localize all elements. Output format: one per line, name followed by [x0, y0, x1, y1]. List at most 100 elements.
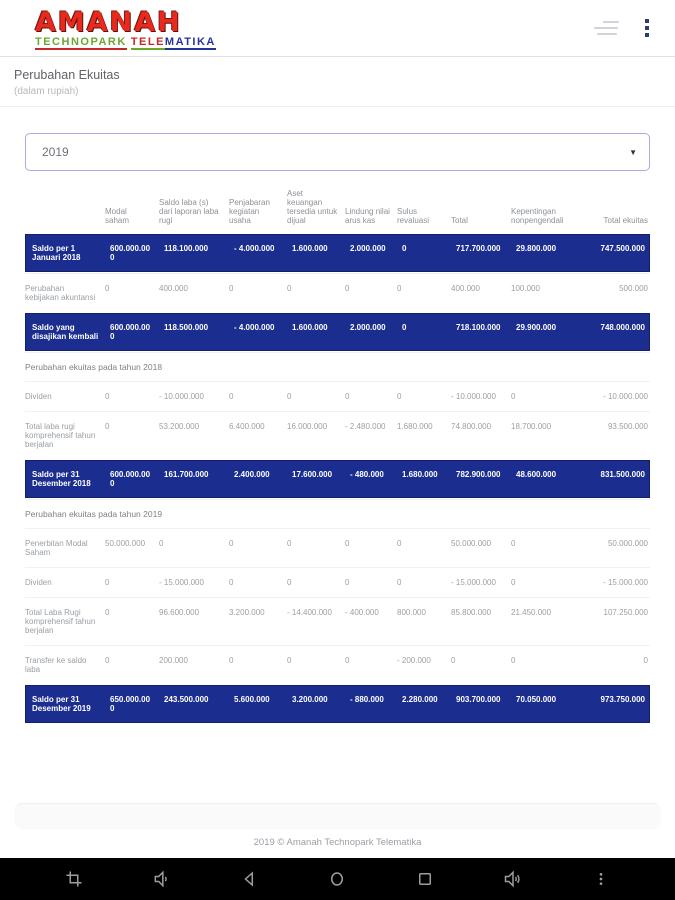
row-value: 0	[229, 578, 234, 587]
logo-matika: MATIKA	[164, 35, 216, 50]
page-subtitle: (dalam rupiah)	[14, 86, 79, 97]
row-value: 0	[159, 539, 164, 548]
row-value: 650.000.000	[110, 695, 151, 713]
row-value: 0	[397, 392, 402, 401]
row-value: 118.500.000	[164, 323, 209, 332]
row-value: 96.600.000	[159, 608, 200, 617]
page-title: Perubahan Ekuitas	[14, 68, 120, 82]
row-value: 107.250.000	[603, 608, 649, 617]
column-header: Saldo laba (s) dari laporan laba rugi	[159, 198, 219, 225]
row-value: 0	[451, 656, 456, 665]
row-value: 500.000	[619, 284, 648, 293]
row-value: 48.600.000	[516, 470, 557, 479]
back-button-icon[interactable]	[230, 864, 270, 894]
table-row: Dividen 0 - 15.000.000 0 0 0 0 - 15.000.000 0 - 1…	[25, 567, 650, 597]
home-button-icon[interactable]	[317, 864, 357, 894]
row-value: 243.500.000	[164, 695, 209, 704]
row-value: 717.700.000	[456, 244, 501, 253]
row-value: 50.000.000	[105, 539, 146, 548]
total-row: Saldo per 1 Januari 2018 600.000.000 118.1…	[25, 234, 650, 272]
row-value: 2.280.000	[402, 695, 438, 704]
row-value: 118.100.000	[164, 244, 209, 253]
row-label: Saldo per 31 Desember 2018	[32, 470, 91, 488]
equity-table: Modal saham Saldo laba (s) dari laporan l…	[25, 183, 650, 723]
row-value: 400.000	[159, 284, 188, 293]
row-value: 0	[511, 578, 516, 587]
row-value: 1.600.000	[292, 323, 328, 332]
table-row: Dividen 0 - 10.000.000 0 0 0 0 - 10.000.000 0 - 1…	[25, 381, 650, 411]
column-header: Penjabaran kegiatan usaha	[229, 198, 270, 225]
row-value: 600.000.000	[110, 470, 151, 488]
total-row: Saldo per 31 Desember 2019 650.000.000 243…	[25, 685, 650, 723]
table-row: Transfer ke saldo laba 0 200.000 0 0 0 - 200.0…	[25, 645, 650, 684]
year-select-value: 2019	[42, 145, 69, 159]
app-bar: AMANAH TECHNOPARK TELEMATIKA	[0, 0, 675, 57]
row-value: 100.000	[511, 284, 540, 293]
row-value: - 200.000	[397, 656, 431, 665]
table-row: Total laba rugi komprehensif tahun berja…	[25, 411, 650, 459]
volume-down-icon[interactable]	[142, 864, 182, 894]
row-value: 973.750.000	[600, 695, 646, 704]
row-value: - 15.000.000	[451, 578, 496, 587]
row-label: Dividen	[25, 392, 52, 401]
row-value: 831.500.000	[600, 470, 646, 479]
row-value: 50.000.000	[451, 539, 492, 548]
row-value: 3.200.000	[292, 695, 328, 704]
android-nav-bar	[0, 858, 675, 900]
section-header-row: Perubahan ekuitas pada tahun 2018	[25, 352, 650, 381]
row-value: 200.000	[159, 656, 188, 665]
row-label: Total laba rugi komprehensif tahun berja…	[25, 422, 96, 449]
row-value: 800.000	[397, 608, 426, 617]
column-header: Kepentingan nonpengendali	[511, 207, 564, 225]
row-value: 0	[345, 656, 350, 665]
row-value: 1.680.000	[397, 422, 433, 431]
row-value: 0	[511, 656, 516, 665]
row-value: 0	[105, 284, 110, 293]
row-value: 0	[397, 539, 402, 548]
volume-up-icon[interactable]	[493, 864, 533, 894]
row-value: - 14.400.000	[287, 608, 332, 617]
row-value: 0	[345, 392, 350, 401]
overflow-menu-icon[interactable]	[641, 17, 653, 39]
row-value: 0	[345, 539, 350, 548]
row-value: 0	[105, 608, 110, 617]
recents-button-icon[interactable]	[405, 864, 445, 894]
row-value: 0	[511, 539, 516, 548]
year-select[interactable]: 2019 ▼	[25, 133, 650, 171]
row-value: 0	[643, 656, 648, 665]
row-value: 600.000.000	[110, 323, 151, 341]
table-row: Penerbitan Modal Saham 50.000.000 0 0 0 0 0 50.…	[25, 528, 650, 567]
row-value: - 10.000.000	[159, 392, 204, 401]
row-value: 0	[287, 284, 292, 293]
row-value: 5.600.000	[234, 695, 270, 704]
total-row: Saldo per 31 Desember 2018 600.000.000 161…	[25, 460, 650, 498]
row-value: - 4.000.000	[234, 323, 275, 332]
table-row: Total Laba Rugi komprehensif tahun berja…	[25, 597, 650, 645]
row-value: 747.500.000	[600, 244, 646, 253]
row-value: 2.400.000	[234, 470, 270, 479]
row-value: 0	[402, 244, 407, 253]
row-label: Perubahan kebijakan akuntansi	[25, 284, 96, 302]
row-label: Total Laba Rugi komprehensif tahun berja…	[25, 608, 96, 635]
nav-overflow-icon[interactable]	[581, 864, 621, 894]
logo-subtitle: TECHNOPARK TELEMATIKA	[35, 35, 216, 50]
row-value: 903.700.000	[456, 695, 501, 704]
row-value: 74.800.000	[451, 422, 492, 431]
table-row: Perubahan kebijakan akuntansi 0 400.000 0 0 0…	[25, 273, 650, 312]
row-value: 3.200.000	[229, 608, 265, 617]
footer-copyright: 2019 © Amanah Technopark Telematika	[253, 837, 422, 848]
row-value: - 10.000.000	[451, 392, 496, 401]
row-label: Saldo per 31 Desember 2019	[32, 695, 91, 713]
row-value: 18.700.000	[511, 422, 552, 431]
row-value: 0	[229, 656, 234, 665]
screenshot-crop-icon[interactable]	[54, 864, 94, 894]
row-value: 1.600.000	[292, 244, 328, 253]
page-heading: Perubahan Ekuitas (dalam rupiah)	[0, 57, 675, 107]
menu-icon[interactable]	[593, 21, 619, 35]
row-label: Saldo per 1 Januari 2018	[32, 244, 81, 262]
row-value: - 10.000.000	[603, 392, 648, 401]
row-value: 6.400.000	[229, 422, 265, 431]
row-value: 0	[511, 392, 516, 401]
row-value: 16.000.000	[287, 422, 328, 431]
horizontal-scrollbar[interactable]	[14, 803, 661, 829]
